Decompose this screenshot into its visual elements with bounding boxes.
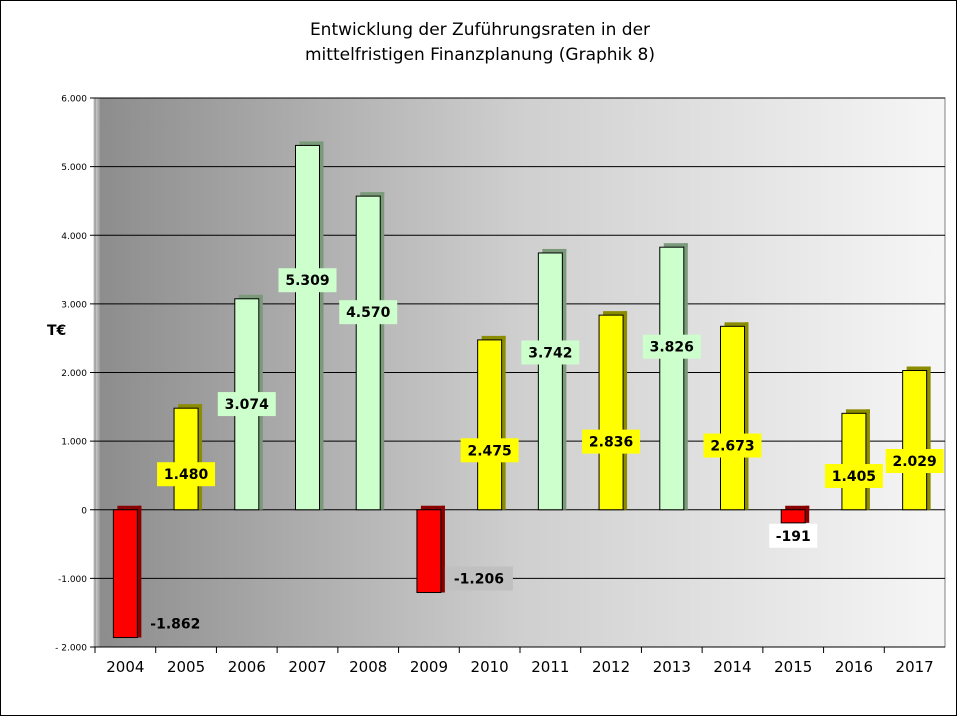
x-tick-label: 2015 <box>774 658 812 676</box>
bar-top <box>906 366 931 371</box>
data-label: 2.029 <box>892 454 936 470</box>
bar-top <box>663 243 688 248</box>
bar-side <box>137 505 142 638</box>
bar-top <box>481 335 506 340</box>
y-tick-label: 2.000 <box>61 369 87 379</box>
bar-top <box>117 505 142 510</box>
chart-title-line-2: mittelfristigen Finanzplanung (Graphik 8… <box>305 45 655 65</box>
x-tick-label: 2004 <box>106 658 144 676</box>
x-tick-label: 2011 <box>531 658 569 676</box>
x-tick-label: 2005 <box>167 658 205 676</box>
bar-2016 <box>841 412 867 511</box>
data-label: -1.206 <box>454 572 504 588</box>
y-tick-label: 0 <box>81 506 87 516</box>
data-label: 1.405 <box>832 469 876 485</box>
data-label-box <box>460 438 519 463</box>
data-label-box <box>642 334 701 359</box>
y-tick-label: 6.000 <box>61 95 87 105</box>
data-label-box <box>885 449 944 474</box>
bar-side <box>198 404 203 510</box>
bar-top <box>178 404 203 409</box>
data-label-box <box>157 462 216 487</box>
x-tick-label: 2007 <box>288 658 326 676</box>
bar-side <box>683 243 688 510</box>
data-label-box <box>521 340 580 365</box>
x-tick-label: 2012 <box>592 658 630 676</box>
x-tick-label: 2014 <box>713 658 751 676</box>
x-tick-label: 2006 <box>228 658 266 676</box>
bar-top <box>845 409 870 414</box>
bar-side <box>865 409 870 510</box>
bar-side <box>319 141 324 510</box>
bar-side <box>440 505 445 593</box>
y-tick-label: 4.000 <box>61 232 87 242</box>
bar-side <box>926 366 931 510</box>
data-label: 2.475 <box>467 443 511 459</box>
x-tick-label: 2016 <box>835 658 873 676</box>
bar-2013 <box>659 246 685 511</box>
data-label: 2.673 <box>710 439 754 455</box>
bar-side <box>501 335 506 510</box>
bar-top <box>603 311 628 316</box>
chart-title: Entwicklung der Zuführungsraten in der m… <box>240 18 720 68</box>
y-tick-label: 1.000 <box>61 438 87 448</box>
data-label: 2.836 <box>589 435 633 451</box>
y-tick-label: - 2.000 <box>55 644 87 654</box>
bar-side <box>744 322 749 510</box>
data-label: 5.309 <box>285 273 329 289</box>
bar-2009 <box>416 509 442 594</box>
bar-2005 <box>173 407 199 511</box>
bar-2014 <box>720 325 745 511</box>
x-tick-label: 2017 <box>896 658 934 676</box>
bar-top <box>785 505 810 510</box>
bar-2012 <box>598 314 624 511</box>
bar-2008 <box>355 195 381 511</box>
data-label-box <box>278 268 337 293</box>
y-axis-label: T€ <box>47 323 66 339</box>
bar-top <box>542 248 567 253</box>
bar-2004 <box>112 509 138 639</box>
bar-side <box>623 311 628 510</box>
data-label-box <box>444 566 513 591</box>
bar-side <box>805 505 810 523</box>
x-tick-label: 2010 <box>471 658 509 676</box>
y-tick-label: 5.000 <box>61 163 87 173</box>
bar-2017 <box>902 370 928 511</box>
bar-side <box>562 248 567 510</box>
bar-top <box>724 322 749 327</box>
bar-top <box>299 141 324 146</box>
data-label: 3.074 <box>225 397 270 413</box>
data-label: -1.862 <box>150 617 200 633</box>
data-label-box <box>217 392 276 417</box>
x-tick-label: 2008 <box>349 658 387 676</box>
y-tick-label: -1.000 <box>58 575 87 585</box>
data-label: 3.826 <box>650 340 694 356</box>
data-label: 4.570 <box>346 305 391 321</box>
bar-2011 <box>537 252 563 511</box>
bar-2015 <box>780 509 806 524</box>
bar-2010 <box>477 339 503 511</box>
bar-top <box>420 505 445 510</box>
data-label-box <box>824 464 883 489</box>
data-label: -191 <box>776 529 811 545</box>
data-label-box <box>703 433 762 458</box>
data-label-box <box>769 523 818 548</box>
x-tick-label: 2013 <box>653 658 691 676</box>
y-tick-label: 3.000 <box>61 300 87 310</box>
data-label-box <box>582 429 641 454</box>
bar-side <box>380 192 385 510</box>
chart-title-line-1: Entwicklung der Zuführungsraten in der <box>309 20 651 40</box>
data-label: 1.480 <box>164 467 209 483</box>
bar-2007 <box>295 144 320 511</box>
bar-top <box>360 192 385 197</box>
data-label: 3.742 <box>528 345 572 361</box>
bar-top <box>238 294 263 299</box>
x-tick-label: 2009 <box>410 658 448 676</box>
data-label-box <box>339 300 398 325</box>
